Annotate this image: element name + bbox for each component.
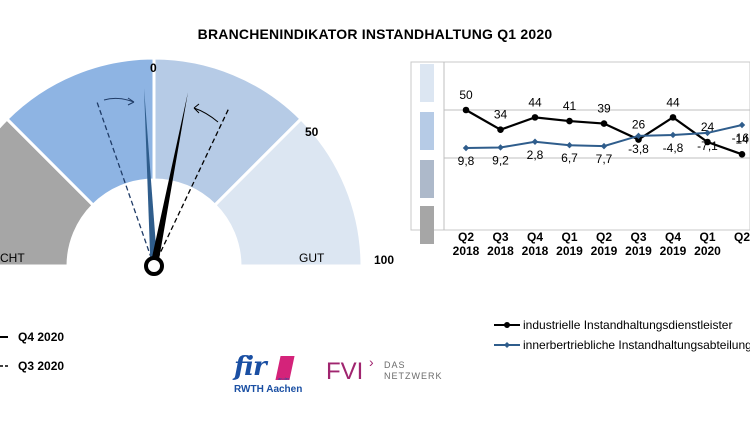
- gauge-label-fifty: 50: [305, 125, 319, 139]
- gauge-label-gut: GUT: [299, 251, 325, 265]
- legend-label-industrielle: industrielle Instandhaltungsdienstleiste…: [523, 318, 732, 332]
- gauge-label-hundred: 100: [374, 253, 394, 267]
- point-industrielle-1: [497, 126, 504, 133]
- point-industrielle-2: [531, 114, 539, 121]
- x-tick-label-7-1: 2020: [694, 244, 721, 258]
- gauge-arrow-right: [193, 103, 219, 123]
- gauge-needle-previous-right: [153, 107, 230, 267]
- data-label-innerbetriebliche-6: -4,8: [663, 141, 684, 155]
- data-label-innerbetriebliche-3: 6,7: [561, 151, 578, 165]
- fir-logo-mini: an der: [278, 376, 290, 381]
- x-tick-label-0-0: Q2: [458, 230, 474, 244]
- fvi-logo-tagline-2: NETZWERK: [384, 371, 443, 381]
- x-tick-label-0-1: 2018: [453, 244, 480, 258]
- data-label-innerbetriebliche-1: 9,2: [492, 153, 509, 167]
- gauge-legend-q3: Q3 2020: [18, 359, 64, 373]
- point-innerbetriebliche-4: [600, 142, 608, 150]
- data-label-industrielle-0: 50: [459, 88, 473, 102]
- fir-logo-subtitle: RWTH Aachen: [234, 384, 303, 395]
- point-industrielle-5: [635, 136, 642, 143]
- chart-legend-bands: [420, 64, 434, 244]
- legend-marker-industrielle: [504, 322, 510, 328]
- x-tick-label-8-0: Q2: [734, 230, 750, 244]
- data-label-industrielle-7: 24: [701, 120, 715, 134]
- x-tick-label-3-0: Q1: [561, 230, 577, 244]
- gauge-pivot: [144, 256, 164, 276]
- gauge-segment-mid: [152, 56, 304, 208]
- x-tick-label-1-0: Q3: [492, 230, 508, 244]
- legend-label-innerbetriebliche: innerbertriebliche Instandhaltungsabteil…: [523, 338, 750, 352]
- point-industrielle-8: [738, 151, 746, 158]
- chart-band-2: [420, 112, 434, 150]
- point-innerbetriebliche-1: [497, 144, 504, 151]
- data-label-industrielle-1: 34: [494, 108, 508, 122]
- gauge-label-zero: 0: [150, 61, 157, 75]
- x-tick-label-6-1: 2019: [660, 244, 687, 258]
- data-label-innerbetriebliche-2: 2,8: [527, 148, 544, 162]
- gauge-segment-negative: [4, 56, 156, 208]
- gauge-segment-gut: [212, 116, 364, 268]
- point-innerbetriebliche-7: [704, 129, 711, 137]
- data-label-innerbetriebliche-0: 9,8: [458, 154, 475, 168]
- gauge-needle-previous-left: [96, 101, 155, 267]
- gauge: 0 50 100 GUT CHT Q4 2020 Q3 2020: [0, 56, 394, 373]
- x-tick-label-5-1: 2019: [625, 244, 652, 258]
- fir-logo-word: fir: [234, 352, 267, 382]
- data-label-industrielle-6: 44: [666, 95, 680, 109]
- point-industrielle-4: [600, 120, 608, 127]
- chart-band-1: [420, 64, 434, 102]
- data-label-innerbetriebliche-7: -7,1: [697, 139, 718, 153]
- data-label-industrielle-3: 41: [563, 99, 577, 113]
- point-innerbetriebliche-3: [566, 142, 573, 149]
- point-innerbetriebliche-0: [462, 144, 470, 152]
- fvi-logo-tagline-1: DAS: [384, 360, 406, 370]
- fvi-logo-tagline: DAS NETZWERK: [384, 360, 443, 382]
- chart-band-3: [420, 160, 434, 198]
- chart-band-4: [420, 206, 434, 244]
- line-chart: 50 34 44 41 39 26 44 24 14 9,8 9,2 2,8 6,7 7,7 -3,8 -4,…: [410, 61, 750, 352]
- x-tick-label-2-0: Q4: [527, 230, 543, 244]
- point-industrielle-7: [704, 138, 711, 146]
- gauge-arrow-left: [103, 97, 135, 106]
- data-label-industrielle-4: 39: [597, 102, 611, 116]
- data-label-industrielle-5: 26: [632, 118, 646, 132]
- data-label-innerbetriebliche-8: -16,: [732, 131, 750, 145]
- data-label-industrielle-2: 44: [528, 95, 542, 109]
- gauge-label-schlecht: CHT: [0, 251, 25, 265]
- chart-series: 50 34 44 41 39 26 44 24 14 9,8 9,2 2,8 6,7 7,7 -3,8 -4,…: [458, 88, 750, 168]
- x-tick-label-3-1: 2019: [556, 244, 583, 258]
- data-label-innerbetriebliche-4: 7,7: [596, 152, 613, 166]
- x-tick-label-5-0: Q3: [630, 230, 646, 244]
- x-tick-label-4-0: Q2: [596, 230, 612, 244]
- x-tick-label-7-0: Q1: [699, 230, 715, 244]
- data-label-industrielle-8: 14: [735, 132, 749, 146]
- fir-logo: fir an der RWTH Aachen: [234, 352, 302, 398]
- gauge-legend-q4: Q4 2020: [18, 330, 64, 344]
- chart-title: BRANCHENINDIKATOR INSTANDHALTUNG Q1 2020: [197, 26, 553, 42]
- fvi-logo-word: FVI: [326, 358, 364, 385]
- chart-x-axis-labels: Q22018Q32018Q42018Q12019Q22019Q32019Q420…: [453, 230, 750, 258]
- point-innerbetriebliche-8: [738, 121, 746, 129]
- gauge-needle-current-blue: [144, 88, 158, 267]
- x-tick-label-1-1: 2018: [487, 244, 514, 258]
- point-innerbetriebliche-5: [635, 132, 642, 140]
- gauge-segment-schlecht: [0, 116, 96, 268]
- point-industrielle-3: [566, 117, 573, 125]
- x-tick-label-6-0: Q4: [665, 230, 681, 244]
- fvi-logo-arrow: ›: [369, 354, 374, 370]
- x-tick-label-4-1: 2019: [591, 244, 618, 258]
- gauge-needle-current-black: [150, 92, 188, 267]
- point-industrielle-6: [669, 114, 677, 121]
- point-innerbetriebliche-2: [531, 138, 539, 145]
- point-industrielle-0: [462, 106, 470, 114]
- data-label-innerbetriebliche-5: -3,8: [628, 142, 649, 156]
- legend-marker-innerbetriebliche: [504, 342, 510, 348]
- point-innerbetriebliche-6: [669, 131, 677, 139]
- x-tick-label-2-1: 2018: [522, 244, 549, 258]
